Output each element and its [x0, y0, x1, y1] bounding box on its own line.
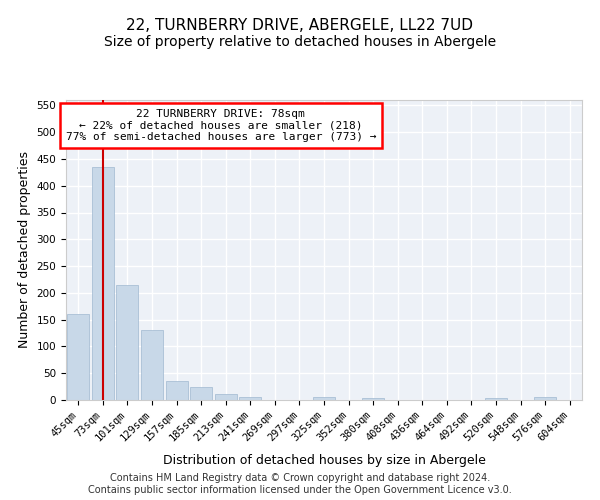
- Bar: [92, 167, 114, 400]
- Bar: [141, 330, 163, 400]
- Text: 22, TURNBERRY DRIVE, ABERGELE, LL22 7UD: 22, TURNBERRY DRIVE, ABERGELE, LL22 7UD: [127, 18, 473, 32]
- Bar: [239, 398, 262, 400]
- Bar: [485, 398, 507, 400]
- Bar: [534, 398, 556, 400]
- Text: 22 TURNBERRY DRIVE: 78sqm
← 22% of detached houses are smaller (218)
77% of semi: 22 TURNBERRY DRIVE: 78sqm ← 22% of detac…: [65, 109, 376, 142]
- Bar: [166, 381, 188, 400]
- Bar: [116, 285, 139, 400]
- X-axis label: Distribution of detached houses by size in Abergele: Distribution of detached houses by size …: [163, 454, 485, 468]
- Bar: [215, 394, 237, 400]
- Bar: [67, 314, 89, 400]
- Y-axis label: Number of detached properties: Number of detached properties: [18, 152, 31, 348]
- Text: Size of property relative to detached houses in Abergele: Size of property relative to detached ho…: [104, 35, 496, 49]
- Bar: [362, 398, 384, 400]
- Bar: [190, 386, 212, 400]
- Bar: [313, 398, 335, 400]
- Text: Contains HM Land Registry data © Crown copyright and database right 2024.
Contai: Contains HM Land Registry data © Crown c…: [88, 474, 512, 495]
